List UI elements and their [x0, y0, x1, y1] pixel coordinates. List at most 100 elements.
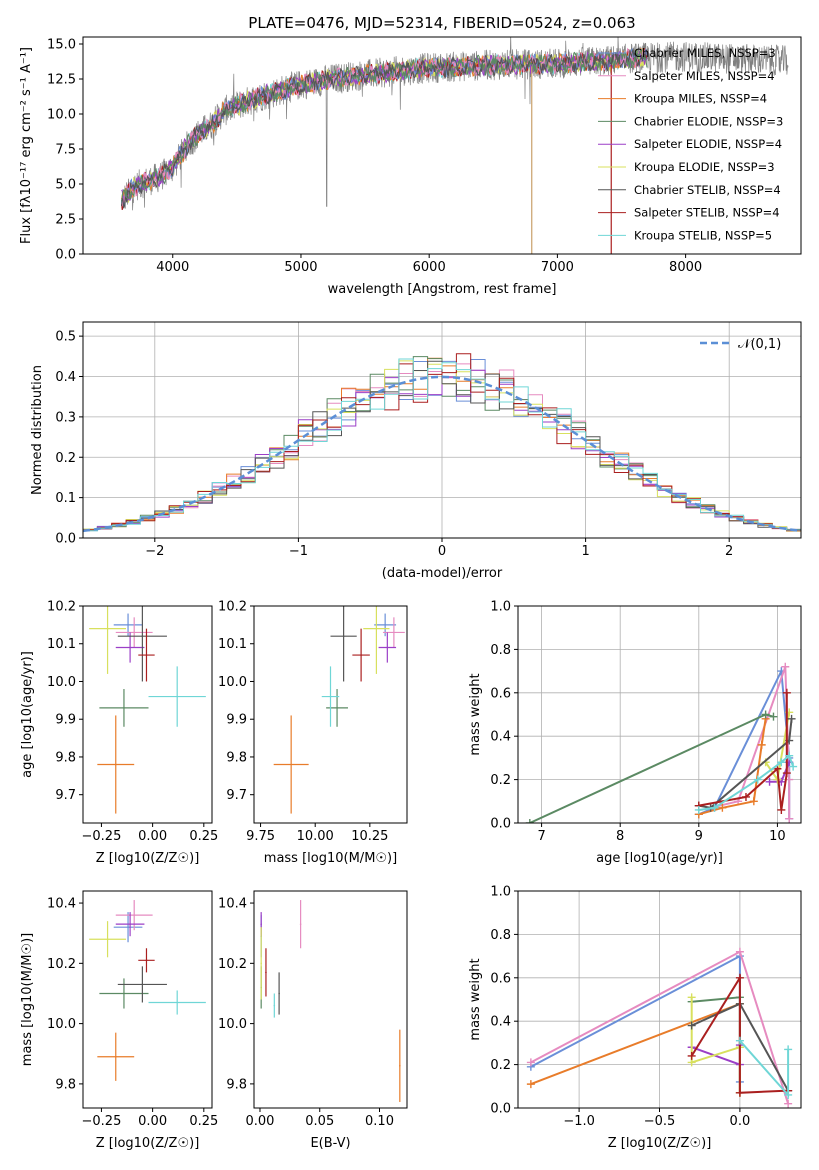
y-tick-label: 0.1: [55, 491, 76, 506]
data-point: [129, 646, 131, 649]
axes-frame: [82, 321, 802, 539]
gaussian-curve: [83, 375, 801, 533]
axes-frame: [253, 605, 408, 824]
data-point: [336, 707, 338, 709]
y-tick-label: 5.0: [55, 178, 76, 193]
data-point: [342, 635, 345, 637]
y-tick-label: 2.5: [55, 213, 76, 228]
axes-frame: [517, 890, 802, 1109]
data-point: [123, 992, 125, 995]
x-axis-label: E(B-V): [310, 1136, 350, 1151]
y-tick-label: 10.2: [47, 957, 76, 972]
y-tick-label: 0.0: [490, 1102, 511, 1117]
legend-label: Kroupa ELODIE, NSSP=3: [634, 160, 775, 174]
series-marker: [782, 688, 791, 697]
series-marker: [789, 762, 798, 771]
series-marker: [784, 1090, 793, 1099]
plot-area: [273, 606, 405, 814]
y-tick-label: 9.8: [226, 1077, 247, 1092]
data-point: [176, 1001, 178, 1004]
y-tick-label: 0.8: [490, 643, 511, 658]
y-tick-label: 0.4: [490, 730, 511, 745]
y-tick-label: 0.5: [55, 330, 76, 345]
series-marker: [735, 947, 744, 956]
data-point: [360, 654, 362, 656]
series-marker: [777, 758, 786, 767]
data-point: [145, 959, 148, 962]
data-point: [127, 624, 129, 626]
series-marker: [687, 1021, 696, 1030]
data-point: [265, 971, 267, 974]
axes-frame: [82, 605, 213, 824]
series-marker: [741, 792, 750, 801]
chart-title: PLATE=0476, MJD=52314, FIBERID=0524, z=0…: [248, 14, 635, 32]
legend-label: 𝒩(0,1): [738, 337, 781, 352]
data-point: [273, 1004, 276, 1007]
series-marker: [525, 819, 534, 823]
y-tick-label: 10.2: [47, 600, 76, 615]
series-line-3: [529, 713, 774, 823]
series-marker: [769, 712, 778, 721]
series-marker: [735, 1088, 744, 1097]
legend-label: Chabrier MILES, NSSP=3: [634, 46, 776, 60]
data-point: [141, 635, 144, 637]
data-point: [278, 992, 280, 995]
series-line-6: [698, 718, 793, 809]
data-point: [375, 627, 378, 630]
y-tick-label: 9.8: [55, 750, 76, 765]
y-tick-label: 0.6: [490, 971, 511, 986]
series-marker: [735, 1036, 744, 1045]
y-tick-label: 1.0: [490, 885, 511, 900]
x-tick-label: −2: [145, 544, 164, 559]
x-tick-label: 10: [769, 829, 786, 844]
x-tick-label: 0.10: [365, 1114, 394, 1129]
y-tick-label: 10.2: [218, 600, 247, 615]
y-tick-label: 10.1: [218, 637, 247, 652]
plot-area: [526, 947, 793, 1108]
plot-area: [121, 37, 789, 254]
data-point: [384, 624, 386, 626]
series-line-0: [530, 954, 741, 1082]
y-tick-label: 12.5: [47, 73, 76, 88]
y-tick-label: 10.0: [47, 1017, 76, 1032]
x-tick-label: 1: [581, 544, 589, 559]
data-point: [106, 627, 109, 630]
series-line-7: [690, 974, 789, 1094]
y-tick-label: 10.2: [218, 957, 247, 972]
data-point: [260, 923, 262, 925]
x-tick-label: 6000: [413, 260, 446, 275]
series-marker: [757, 740, 766, 749]
x-tick-label: 0.00: [138, 829, 167, 844]
series-marker: [749, 797, 758, 806]
series-marker: [694, 805, 703, 814]
data-point: [129, 923, 131, 925]
y-tick-label: 0.6: [490, 686, 511, 701]
y-tick-label: 9.8: [226, 750, 247, 765]
data-point: [123, 707, 125, 709]
x-tick-label: 0.25: [189, 1114, 218, 1129]
data-point: [290, 763, 292, 766]
legend-label: Chabrier ELODIE, NSSP=3: [634, 114, 783, 128]
y-tick-label: 0.4: [55, 370, 76, 385]
plot-area: [89, 900, 206, 1081]
legend-label: Salpeter ELODIE, NSSP=4: [634, 137, 782, 151]
y-tick-label: 10.4: [47, 897, 76, 912]
axes-frame: [517, 605, 802, 824]
series-marker: [687, 1051, 696, 1060]
y-tick-label: 9.9: [55, 713, 76, 728]
y-tick-label: 10.0: [218, 1017, 247, 1032]
y-tick-label: 10.1: [47, 637, 76, 652]
y-tick-label: 0.2: [490, 773, 511, 788]
y-tick-label: 1.0: [490, 600, 511, 615]
y-axis-label: Normed distribution: [30, 365, 45, 495]
series-marker: [718, 803, 727, 812]
gridlines: [518, 605, 801, 824]
y-tick-label: 9.7: [226, 788, 247, 803]
series-marker: [777, 805, 786, 814]
x-tick-label: 0.0: [730, 1114, 751, 1129]
data-point: [393, 631, 395, 634]
y-tick-label: 0.2: [490, 1058, 511, 1073]
data-point: [141, 983, 144, 986]
data-point: [114, 1055, 117, 1058]
